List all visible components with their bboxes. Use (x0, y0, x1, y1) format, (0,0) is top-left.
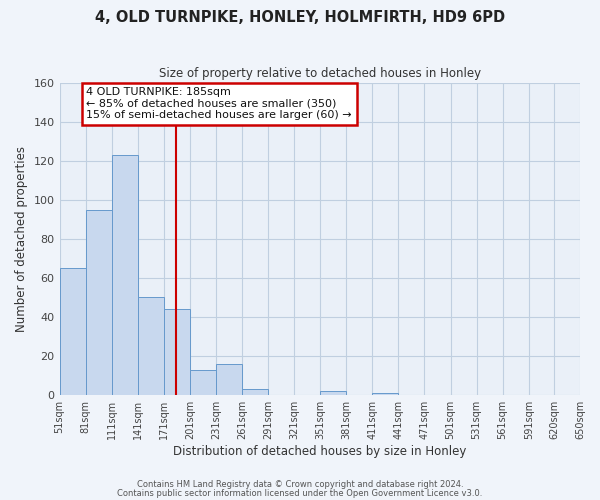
Bar (86, 210, 112, 395)
Y-axis label: Number of detached properties: Number of detached properties (15, 146, 28, 332)
Bar (112, 155, 138, 395)
Bar (164, 309, 190, 395)
Text: Contains HM Land Registry data © Crown copyright and database right 2024.: Contains HM Land Registry data © Crown c… (137, 480, 463, 489)
X-axis label: Distribution of detached houses by size in Honley: Distribution of detached houses by size … (173, 444, 466, 458)
Bar (373, 393, 398, 395)
Bar (138, 298, 164, 395)
Text: 4 OLD TURNPIKE: 185sqm
← 85% of detached houses are smaller (350)
15% of semi-de: 4 OLD TURNPIKE: 185sqm ← 85% of detached… (86, 87, 352, 120)
Bar (190, 370, 216, 395)
Bar (216, 364, 242, 395)
Text: 4, OLD TURNPIKE, HONLEY, HOLMFIRTH, HD9 6PD: 4, OLD TURNPIKE, HONLEY, HOLMFIRTH, HD9 … (95, 10, 505, 25)
Text: Contains public sector information licensed under the Open Government Licence v3: Contains public sector information licen… (118, 488, 482, 498)
Title: Size of property relative to detached houses in Honley: Size of property relative to detached ho… (159, 68, 481, 80)
Bar (242, 389, 268, 395)
Bar (59, 268, 86, 395)
Bar (320, 391, 346, 395)
